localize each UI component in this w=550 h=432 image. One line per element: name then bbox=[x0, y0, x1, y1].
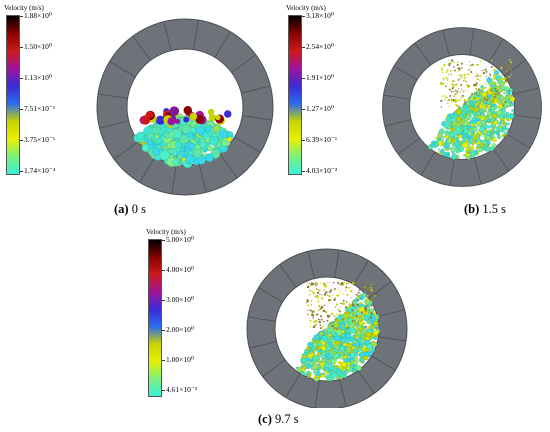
colorbar-tick-c-2: 3.00×10⁰ bbox=[162, 295, 194, 304]
caption-c: (c) 9.7 s bbox=[258, 412, 299, 427]
colorbar-tick-b-2: 1.91×10⁰ bbox=[302, 73, 334, 82]
drum-segment-line bbox=[231, 54, 257, 73]
particle-bed bbox=[133, 106, 234, 169]
drum-segment-line bbox=[353, 260, 369, 285]
drum-segment-line bbox=[109, 61, 136, 78]
drum-segment-line bbox=[339, 379, 347, 407]
caption-c-time: 9.7 s bbox=[275, 412, 299, 426]
drum-segment-line bbox=[241, 85, 271, 94]
drum-segment-line bbox=[247, 316, 276, 322]
colorbar-tick-a-4: 3.75×10⁻¹ bbox=[19, 135, 56, 144]
drum-segment-line bbox=[193, 19, 199, 50]
caption-b: (b) 1.5 s bbox=[464, 202, 506, 217]
drum-segment-line bbox=[378, 336, 407, 342]
colorbar-tick-b-1: 2.54×10⁰ bbox=[302, 42, 334, 51]
caption-b-letter: (b) bbox=[464, 202, 480, 216]
drum-segment-line bbox=[393, 65, 418, 81]
drum-segment-line bbox=[492, 148, 510, 172]
colorbar-tick-a-5: 1.74×10⁻⁴ bbox=[19, 166, 56, 175]
colorbar-tick-b-3: 1.27×10⁰ bbox=[302, 104, 334, 113]
colorbar-b bbox=[288, 15, 302, 175]
colorbar-tick-a-1: 1.50×10⁰ bbox=[20, 42, 52, 51]
drum-segment-line bbox=[139, 156, 156, 183]
drum-segment-line bbox=[414, 42, 432, 66]
drum-shell bbox=[382, 27, 542, 187]
drum-segment-line bbox=[357, 370, 375, 394]
drum-segment-line bbox=[163, 21, 172, 51]
drum-segment-line bbox=[368, 281, 392, 299]
caption-b-time: 1.5 s bbox=[482, 202, 507, 216]
caption-a-time: 0 s bbox=[131, 202, 146, 216]
colorbar-title-b: Velocity (m/s) bbox=[286, 4, 326, 12]
colorbar-tick-c-4: 1.00×10⁰ bbox=[162, 355, 194, 364]
drum-segment-line bbox=[258, 287, 283, 303]
drum-segment-line bbox=[503, 59, 527, 77]
drum-segment-line bbox=[384, 119, 412, 127]
drum-segment-line bbox=[242, 115, 273, 121]
colorbar-tick-c-5: 4.61×10⁻³ bbox=[161, 385, 198, 394]
particle-bed bbox=[295, 281, 381, 382]
drum-segment-line bbox=[97, 93, 128, 99]
drum-segment-line bbox=[377, 309, 405, 317]
colorbar-tick-a-3: 7.51×10⁻¹ bbox=[19, 104, 56, 113]
drum-segment-line bbox=[279, 264, 297, 288]
particle-bed bbox=[427, 59, 515, 160]
drum-segment-line bbox=[99, 120, 129, 129]
caption-a-letter: (a) bbox=[114, 202, 129, 216]
drum-simulation-b bbox=[382, 27, 542, 187]
drum-shell bbox=[96, 18, 274, 196]
colorbar-c bbox=[148, 239, 162, 397]
drum-simulation-c bbox=[246, 248, 408, 408]
drum-segment-line bbox=[488, 38, 504, 63]
drum-segment-line bbox=[262, 359, 286, 377]
caption-c-letter: (c) bbox=[258, 412, 272, 426]
drum-segment-line bbox=[397, 137, 421, 155]
colorbar-tick-c-3: 2.00×10⁰ bbox=[162, 325, 194, 334]
drum-segment-line bbox=[334, 249, 340, 278]
drum-segment-line bbox=[198, 163, 207, 193]
caption-a: (a) 0 s bbox=[114, 202, 146, 217]
drum-simulation-a bbox=[96, 18, 274, 196]
drum-segment-line bbox=[513, 114, 541, 120]
colorbar-tick-c-1: 4.00×10⁰ bbox=[162, 265, 194, 274]
colorbar-tick-b-0: 3.18×10⁰ bbox=[302, 11, 334, 20]
drum-segment-line bbox=[307, 251, 315, 279]
drum-segment-line bbox=[442, 29, 450, 57]
drum-segment-line bbox=[249, 341, 277, 349]
drum-segment-line bbox=[449, 158, 455, 186]
drum-segment-line bbox=[132, 35, 151, 61]
drum-segment-line bbox=[314, 380, 320, 408]
drum-segment-line bbox=[234, 136, 261, 153]
colorbar-tick-b-4: 6.39×10⁻¹ bbox=[301, 135, 338, 144]
drum-segment-line bbox=[474, 157, 482, 185]
drum-segment-line bbox=[383, 94, 411, 100]
drum-segment-line bbox=[371, 355, 396, 371]
drum-segment-line bbox=[171, 164, 177, 195]
drum-segment-line bbox=[113, 141, 139, 160]
colorbar-title-a: Velocity (m/s) bbox=[4, 4, 44, 12]
colorbar-tick-a-2: 1.13×10⁰ bbox=[20, 73, 52, 82]
drum-segment-line bbox=[512, 87, 540, 95]
drum-segment-line bbox=[420, 151, 436, 176]
drum-shell bbox=[246, 248, 408, 408]
colorbar-tick-b-5: 4.03×10⁻³ bbox=[301, 166, 338, 175]
colorbar-tick-c-0: 5.00×10⁰ bbox=[162, 235, 194, 244]
drum-segment-line bbox=[219, 153, 238, 179]
colorbar-title-c: Velocity (m/s) bbox=[146, 228, 186, 236]
colorbar-a bbox=[6, 15, 20, 175]
drum-segment-line bbox=[285, 373, 301, 398]
drum-segment-line bbox=[469, 28, 475, 56]
drum-segment-line bbox=[214, 31, 231, 58]
drum-segment-line bbox=[506, 133, 531, 149]
colorbar-tick-a-0: 1.88×10⁰ bbox=[20, 11, 52, 20]
